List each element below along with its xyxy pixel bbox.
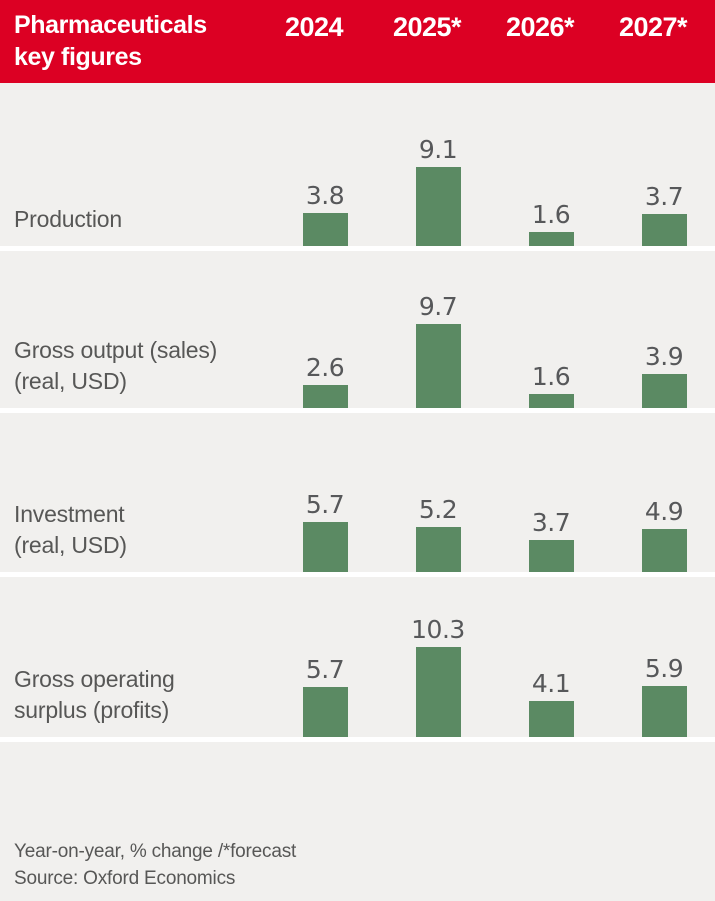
bar-value-label: 5.7	[305, 490, 345, 519]
year-header: 2026*	[505, 12, 575, 42]
bar-value-label: 4.1	[531, 669, 571, 698]
table-row: Investment (real, USD) 5.7 5.2 3.7 4.9	[0, 413, 715, 577]
bar-cell: 3.7	[608, 183, 715, 246]
value-bar	[415, 167, 461, 246]
bar-value-label: 5.7	[305, 655, 345, 684]
bar-cell: 1.6	[495, 201, 608, 246]
bar-value-label: 9.1	[418, 135, 458, 164]
bar-value-label: 9.7	[418, 292, 458, 321]
header: Pharmaceuticals key figures 2024 2025* 202…	[0, 0, 715, 83]
table-row: Production 3.8 9.1 1.6 3.7	[0, 83, 715, 251]
bar-value-label: 1.6	[531, 362, 571, 391]
bar-value-label: 3.8	[305, 181, 345, 210]
year-header: 2024	[284, 12, 344, 42]
value-bar	[415, 527, 461, 572]
value-bar	[528, 232, 574, 246]
bar-cell: 10.3	[382, 616, 495, 737]
value-bar	[641, 214, 687, 246]
row-label: Production	[14, 206, 122, 232]
bar-value-label: 3.7	[531, 508, 571, 537]
bar-cell: 5.7	[269, 656, 382, 737]
bar-cell: 2.6	[269, 354, 382, 408]
bar-value-label: 5.9	[644, 654, 684, 683]
source-note: Source: Oxford Economics	[14, 868, 236, 889]
value-bar	[641, 529, 687, 572]
bar-value-label: 1.6	[531, 200, 571, 229]
bar-value-label: 3.7	[644, 182, 684, 211]
value-bar	[302, 687, 348, 737]
value-bar	[641, 374, 687, 408]
value-bar	[528, 394, 574, 408]
value-bar	[641, 686, 687, 737]
bar-cell: 3.7	[495, 509, 608, 572]
table-row: Gross operating surplus (profits) 5.7 10.3…	[0, 577, 715, 742]
chart-title: Pharmaceuticals key figures	[14, 11, 207, 71]
bar-cell: 5.2	[382, 496, 495, 572]
bar-cell: 1.6	[495, 363, 608, 408]
year-header: 2027*	[618, 12, 688, 42]
bar-cell: 3.8	[269, 182, 382, 246]
value-bar	[528, 701, 574, 737]
bar-cell: 9.1	[382, 136, 495, 246]
bar-cell: 4.9	[608, 498, 715, 572]
row-label: Investment (real, USD)	[14, 501, 127, 558]
bar-value-label: 5.2	[418, 495, 458, 524]
chart-rows: Production 3.8 9.1 1.6 3.7 Gross output (sale…	[0, 83, 715, 742]
bar-value-label: 2.6	[305, 353, 345, 382]
value-bar	[302, 213, 348, 246]
value-bar	[415, 647, 461, 737]
bar-value-label: 10.3	[411, 615, 465, 644]
bar-cell: 3.9	[608, 343, 715, 408]
value-bar	[302, 522, 348, 572]
bar-value-label: 3.9	[644, 342, 684, 371]
bar-cell: 5.9	[608, 655, 715, 737]
table-row: Gross output (sales) (real, USD) 2.6 9.7 1.…	[0, 251, 715, 413]
year-header: 2025*	[392, 12, 462, 42]
row-label: Gross operating surplus (profits)	[14, 666, 175, 723]
footnote: Year-on-year, % change /*forecast	[14, 841, 297, 862]
bar-value-label: 4.9	[644, 497, 684, 526]
bar-cell: 5.7	[269, 491, 382, 572]
footer: Year-on-year, % change /*forecast Source…	[14, 838, 296, 892]
bar-cell: 4.1	[495, 670, 608, 737]
bar-cell: 9.7	[382, 293, 495, 408]
value-bar	[415, 324, 461, 408]
value-bar	[302, 385, 348, 408]
value-bar	[528, 540, 574, 572]
row-label: Gross output (sales) (real, USD)	[14, 337, 218, 394]
